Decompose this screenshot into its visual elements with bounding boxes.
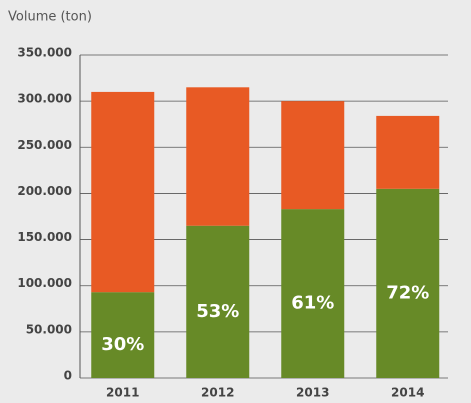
y-tick-label: 0	[64, 369, 72, 383]
bar-segment	[376, 188, 440, 378]
x-tick-label: 2012	[201, 386, 234, 400]
y-tick-label: 250.000	[17, 138, 72, 152]
bar-segment	[186, 225, 250, 378]
data-label: 72%	[386, 282, 429, 303]
bar-segment	[376, 115, 440, 189]
y-tick-label: 200.000	[17, 184, 72, 198]
y-tick-label: 150.000	[17, 230, 72, 244]
data-label: 53%	[196, 301, 239, 322]
y-axis-label: Volume (ton)	[8, 10, 92, 25]
bar-segment	[186, 87, 250, 226]
y-tick-label: 50.000	[26, 322, 72, 336]
y-tick-label: 100.000	[17, 276, 72, 290]
data-label: 30%	[101, 334, 144, 355]
x-tick-label: 2014	[391, 386, 424, 400]
y-tick-label: 350.000	[17, 46, 72, 60]
bar-segment	[281, 209, 345, 378]
bar-segment	[91, 91, 155, 293]
y-tick-label: 300.000	[17, 92, 72, 106]
data-label: 61%	[291, 293, 334, 314]
bar-segment	[281, 101, 345, 210]
x-tick-label: 2011	[106, 386, 139, 400]
x-tick-label: 2013	[296, 386, 329, 400]
bar-segment	[91, 292, 155, 378]
